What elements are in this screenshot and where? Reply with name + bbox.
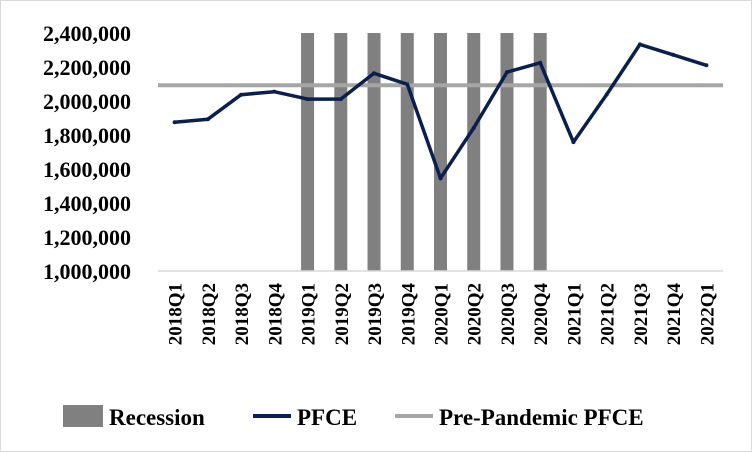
recession-bar-2020Q2 (467, 33, 481, 271)
x-tick-label-2018Q2: 2018Q2 (199, 283, 220, 345)
legend-label-recession: Recession (109, 405, 205, 430)
x-tick-label-2020Q1: 2020Q1 (432, 283, 453, 345)
x-tick-label-2019Q3: 2019Q3 (365, 283, 386, 345)
y-tick-label: 1,600,000 (43, 157, 131, 182)
pfce-point-2021Q3 (637, 42, 642, 47)
recession-bar-2019Q1 (301, 33, 315, 271)
x-tick-label-2018Q1: 2018Q1 (166, 283, 187, 345)
x-tick-label-2021Q3: 2021Q3 (631, 283, 652, 345)
x-tick-label-2021Q1: 2021Q1 (564, 283, 585, 345)
pfce-point-2018Q1 (172, 120, 177, 125)
x-axis-ticks: 2018Q1 2018Q2 2018Q3 2018Q4 2019Q1 2019Q2 2019… (166, 283, 719, 346)
pfce-point-2019Q2 (338, 97, 343, 102)
x-tick-label-2022Q1: 2022Q1 (697, 283, 718, 345)
pfce-point-2021Q2 (604, 92, 609, 97)
pfce-point-2018Q4 (272, 89, 277, 94)
pfce-point-2018Q3 (239, 92, 244, 97)
pfce-point-2020Q4 (538, 60, 543, 65)
x-tick-label-2020Q4: 2020Q4 (531, 283, 552, 346)
x-tick-label-2021Q2: 2021Q2 (598, 283, 619, 345)
y-tick-label: 1,400,000 (43, 191, 131, 216)
legend-label-pfce: PFCE (297, 405, 357, 430)
x-tick-label-2020Q2: 2020Q2 (465, 283, 486, 345)
x-tick-label-2018Q3: 2018Q3 (232, 283, 253, 345)
pfce-point-2018Q2 (205, 117, 210, 122)
legend-label-pre-pandemic: Pre-Pandemic PFCE (439, 405, 644, 430)
pfce-point-2022Q1 (704, 63, 709, 68)
pfce-point-2020Q1 (438, 176, 443, 181)
x-tick-label-2020Q3: 2020Q3 (498, 283, 519, 345)
x-tick-label-2019Q4: 2019Q4 (398, 283, 419, 346)
pfce-point-2019Q4 (405, 82, 410, 87)
legend-swatch-recession (63, 405, 103, 427)
pfce-point-2020Q2 (471, 125, 476, 130)
recession-bars (301, 33, 547, 271)
y-tick-label: 2,200,000 (43, 55, 131, 80)
pfce-point-2021Q4 (671, 52, 676, 57)
x-tick-label-2019Q1: 2019Q1 (299, 283, 320, 345)
x-tick-label-2018Q4: 2018Q4 (265, 283, 286, 346)
y-tick-label: 1,800,000 (43, 123, 131, 148)
recession-bar-2020Q3 (500, 33, 514, 271)
y-axis-ticks: 1,000,000 1,200,000 1,400,000 1,600,000 1,80… (43, 21, 131, 284)
legend: Recession PFCE Pre-Pandemic PFCE (63, 405, 644, 430)
pfce-point-2019Q3 (372, 71, 377, 76)
pfce-point-2019Q1 (305, 97, 310, 102)
recession-bar-2019Q3 (367, 33, 381, 271)
x-tick-label-2021Q4: 2021Q4 (664, 283, 685, 346)
y-tick-label: 1,200,000 (43, 225, 131, 250)
y-tick-label: 2,000,000 (43, 89, 131, 114)
x-tick-label-2019Q2: 2019Q2 (332, 283, 353, 345)
y-tick-label: 2,400,000 (43, 21, 131, 46)
recession-bar-2020Q1 (434, 33, 447, 271)
recession-bar-2019Q4 (400, 33, 414, 271)
recession-bar-2019Q2 (334, 33, 348, 271)
pfce-point-2020Q3 (504, 70, 509, 75)
pfce-line-group (172, 42, 709, 181)
y-tick-label: 1,000,000 (43, 259, 131, 284)
recession-bar-2020Q4 (533, 33, 547, 271)
pfce-point-2021Q1 (571, 140, 576, 145)
